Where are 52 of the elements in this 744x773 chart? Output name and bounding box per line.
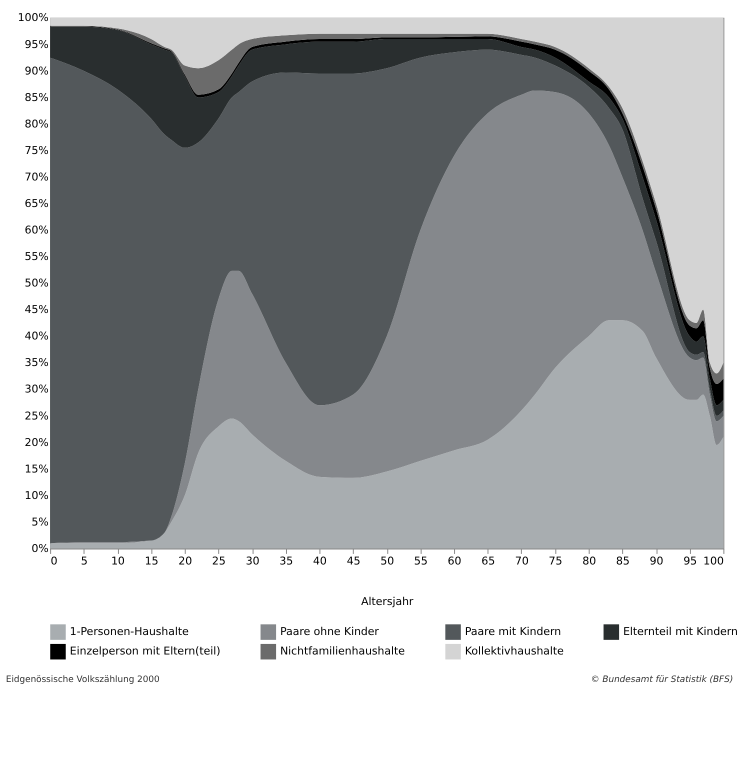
x-tick-label: 100: [703, 554, 724, 568]
x-tick-label: 45: [346, 554, 360, 568]
x-tick-label: 75: [548, 554, 562, 568]
legend-label: Einzelperson mit Eltern(teil): [70, 644, 220, 658]
y-tick-label: 35%: [24, 356, 49, 370]
x-tick-label: 95: [683, 554, 698, 568]
y-tick-label: 100%: [18, 11, 49, 24]
x-tick-label: 0: [50, 554, 58, 568]
y-tick-label: 80%: [24, 117, 49, 130]
x-tick-label: 55: [414, 554, 428, 568]
legend-label: Elternteil mit Kindern: [623, 625, 738, 638]
x-tick-label: 85: [616, 554, 630, 568]
text: Eidgenössische Volkszählung 2000: [6, 675, 160, 686]
x-axis-title: Altersjahr: [361, 595, 414, 608]
y-tick-label: 90%: [24, 64, 49, 78]
x-tick-label: 50: [380, 554, 394, 568]
y-tick-label: 70%: [24, 170, 49, 184]
x-tick-label: 80: [582, 554, 596, 568]
x-tick-label: 70: [515, 554, 529, 568]
x-tick-label: 30: [246, 554, 260, 568]
y-tick-label: 85%: [24, 90, 49, 104]
x-tick-label: 35: [279, 554, 294, 568]
x-tick-label: 40: [313, 554, 327, 568]
y-tick-label: 25%: [24, 409, 49, 422]
y-tick-label: 65%: [24, 196, 49, 210]
y-tick-label: 10%: [24, 488, 49, 502]
x-tick-label: 60: [448, 554, 462, 568]
x-tick-label: 10: [111, 554, 125, 568]
y-tick-label: 30%: [24, 382, 49, 396]
legend-label: 1-Personen-Haushalte: [70, 625, 190, 638]
text: © Bundesamt für Statistik (BFS): [590, 675, 734, 686]
legend-label: Nichtfamilienhaushalte: [280, 644, 406, 658]
y-tick-label: 60%: [24, 224, 49, 237]
x-tick-label: 5: [80, 554, 88, 568]
y-tick-label: 75%: [24, 144, 49, 157]
y-tick-label: 20%: [24, 436, 49, 449]
y-tick-label: 0%: [32, 542, 49, 555]
y-tick-label: 55%: [24, 250, 49, 264]
y-tick-label: 5%: [32, 515, 49, 528]
x-tick-label: 25: [212, 554, 226, 568]
legend-label: Paare mit Kindern: [464, 625, 562, 638]
x-tick-label: 90: [650, 554, 664, 568]
x-tick-label: 15: [144, 554, 158, 568]
y-tick-label: 40%: [24, 330, 49, 343]
legend-label: Kollektivhaushalte: [464, 644, 564, 658]
x-tick-label: 20: [178, 554, 192, 568]
y-tick-label: 15%: [24, 462, 49, 476]
legend-label: Paare ohne Kinder: [280, 625, 380, 638]
y-tick-label: 95%: [24, 38, 49, 51]
x-tick-label: 65: [481, 554, 496, 568]
y-tick-label: 50%: [24, 276, 49, 290]
y-tick-label: 45%: [24, 303, 49, 316]
